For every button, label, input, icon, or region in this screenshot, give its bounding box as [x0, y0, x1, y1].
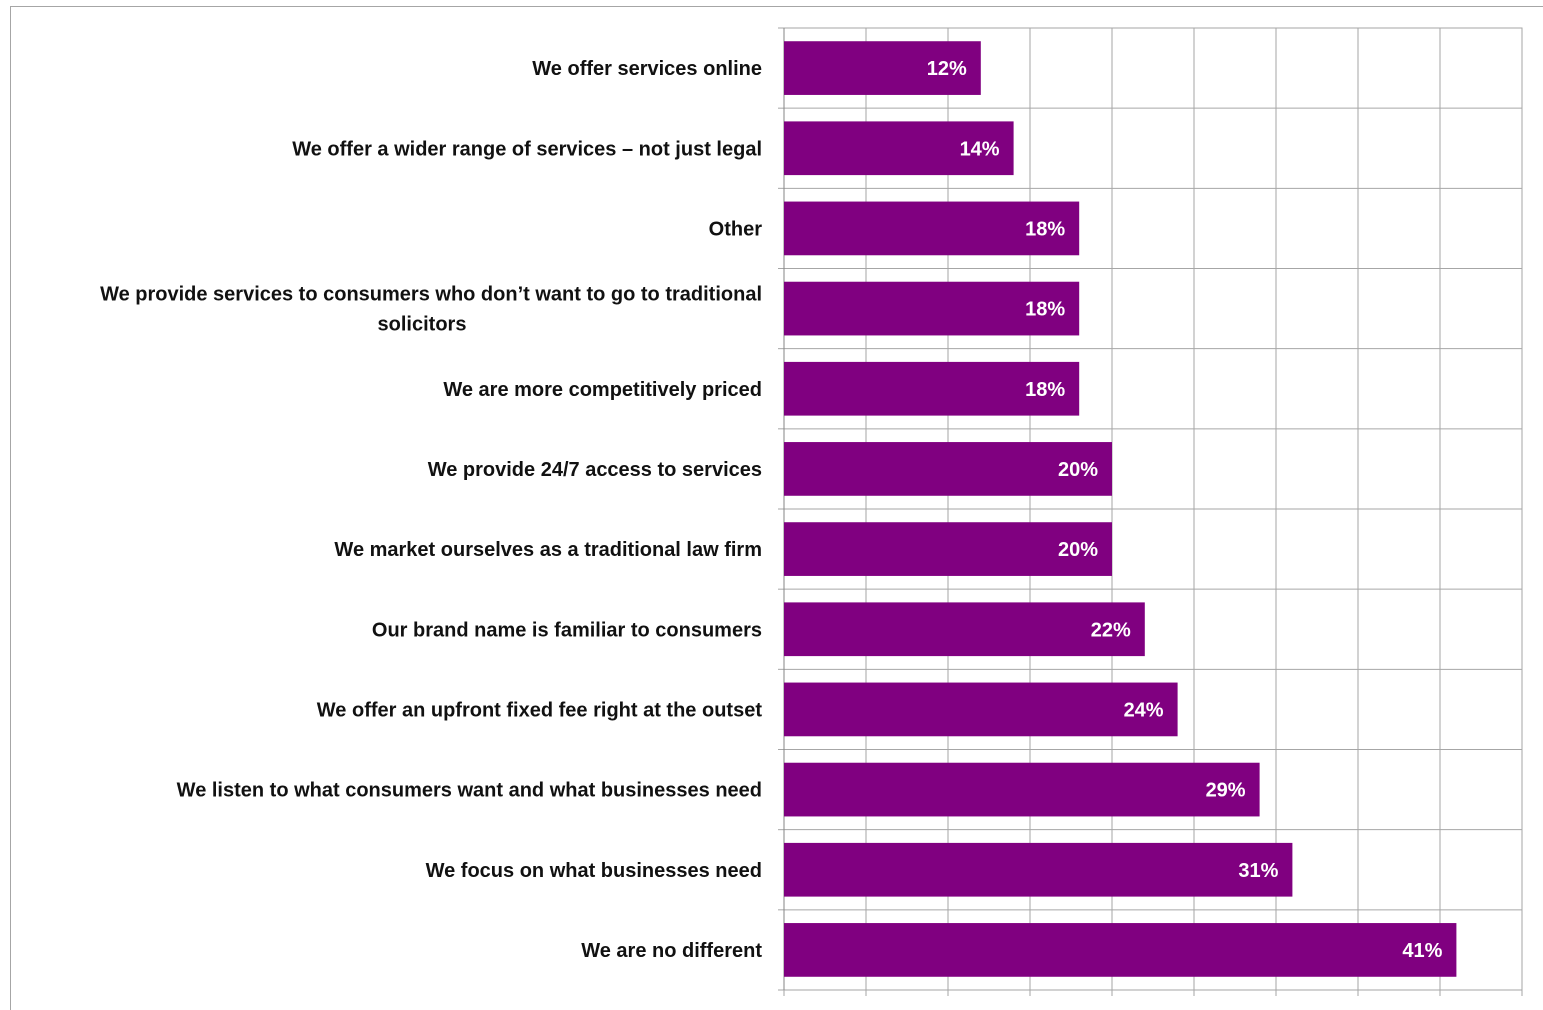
- bar: [784, 361, 1080, 416]
- data-label: 14%: [960, 138, 1000, 160]
- category-label: We focus on what businesses need: [426, 860, 762, 882]
- category-label: We offer services online: [532, 58, 762, 80]
- data-label: 12%: [927, 58, 967, 80]
- data-label: 18%: [1025, 218, 1065, 240]
- data-label: 20%: [1058, 539, 1098, 561]
- bar: [784, 682, 1178, 737]
- category-label: We provide 24/7 access to services: [428, 459, 762, 481]
- category-label: We provide services to consumers who don…: [100, 284, 762, 336]
- category-label: We are no different: [581, 940, 762, 962]
- data-label: 29%: [1206, 780, 1246, 802]
- data-label: 18%: [1025, 379, 1065, 401]
- data-label: 22%: [1091, 619, 1131, 641]
- bar: [784, 522, 1112, 576]
- bar: [784, 442, 1112, 496]
- data-label: 31%: [1238, 860, 1278, 882]
- category-label: We are more competitively priced: [443, 379, 762, 401]
- category-label: Other: [709, 218, 763, 240]
- bar: [784, 41, 981, 95]
- bar: [784, 842, 1293, 897]
- category-label: We offer an upfront fixed fee right at t…: [317, 699, 763, 721]
- bar: [784, 281, 1080, 336]
- data-label: 41%: [1402, 940, 1442, 962]
- category-label: We offer a wider range of services – not…: [292, 138, 762, 160]
- data-label: 18%: [1025, 299, 1065, 321]
- bar: [784, 602, 1145, 657]
- category-label: We listen to what consumers want and wha…: [177, 780, 762, 802]
- category-label: Our brand name is familiar to consumers: [372, 619, 762, 641]
- chart-frame: [10, 6, 1543, 1010]
- category-label: We market ourselves as a traditional law…: [334, 539, 762, 561]
- bar: [784, 201, 1080, 256]
- bar: [784, 923, 1457, 977]
- data-label: 20%: [1058, 459, 1098, 481]
- bar: [784, 121, 1014, 176]
- data-label: 24%: [1124, 699, 1164, 721]
- bar: [784, 762, 1260, 817]
